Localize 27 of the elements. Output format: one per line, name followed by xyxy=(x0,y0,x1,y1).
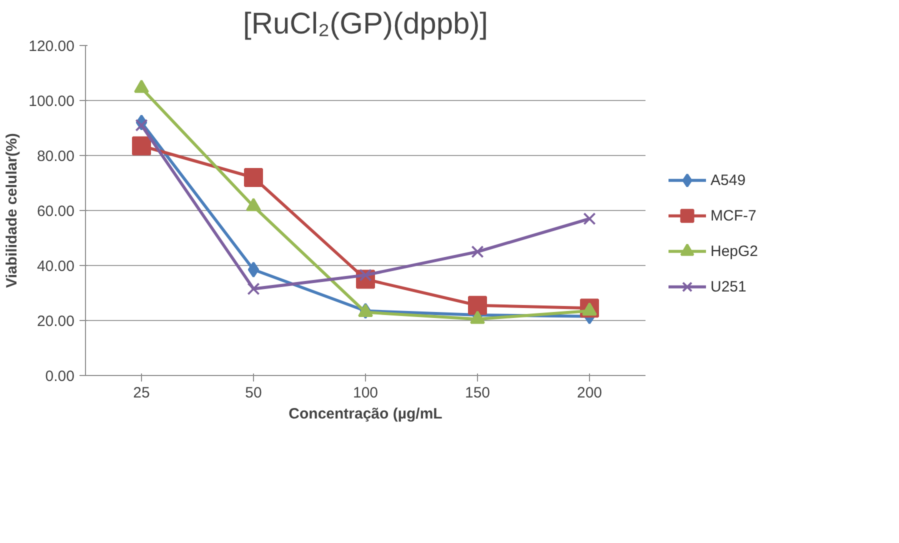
x-axis-title: Concentração (µg/mL xyxy=(288,406,442,422)
x-tick-label: 150 xyxy=(464,384,490,402)
x-tick-label: 100 xyxy=(352,384,378,402)
point xyxy=(471,245,484,258)
y-tick-label: 80.00 xyxy=(36,148,75,165)
legend-label: A549 xyxy=(710,172,746,189)
x-tick-label: 25 xyxy=(133,384,150,402)
y-tick-label: 120.00 xyxy=(28,38,75,55)
point xyxy=(468,296,487,315)
y-tick-label: 0.00 xyxy=(45,368,75,385)
y-tick-label: 20.00 xyxy=(36,313,75,330)
point xyxy=(135,118,148,132)
legend-label: MCF-7 xyxy=(710,207,756,224)
y-axis-title: Viabilidade celular(%) xyxy=(4,133,21,288)
x-tick-label: 50 xyxy=(245,384,262,402)
legend-label: U251 xyxy=(710,278,746,296)
y-tick-label: 100.00 xyxy=(28,93,75,110)
x-tick-label: 200 xyxy=(576,384,602,402)
y-tick-label: 60.00 xyxy=(36,203,75,220)
y-tick-label: 40.00 xyxy=(36,258,75,275)
point xyxy=(247,282,260,296)
point xyxy=(583,212,596,226)
legend-label: HepG2 xyxy=(710,242,758,260)
point xyxy=(244,168,263,187)
chart-title: [RuCl₂(GP)(dppb)] xyxy=(242,8,488,40)
point xyxy=(132,136,151,156)
point xyxy=(248,262,260,278)
